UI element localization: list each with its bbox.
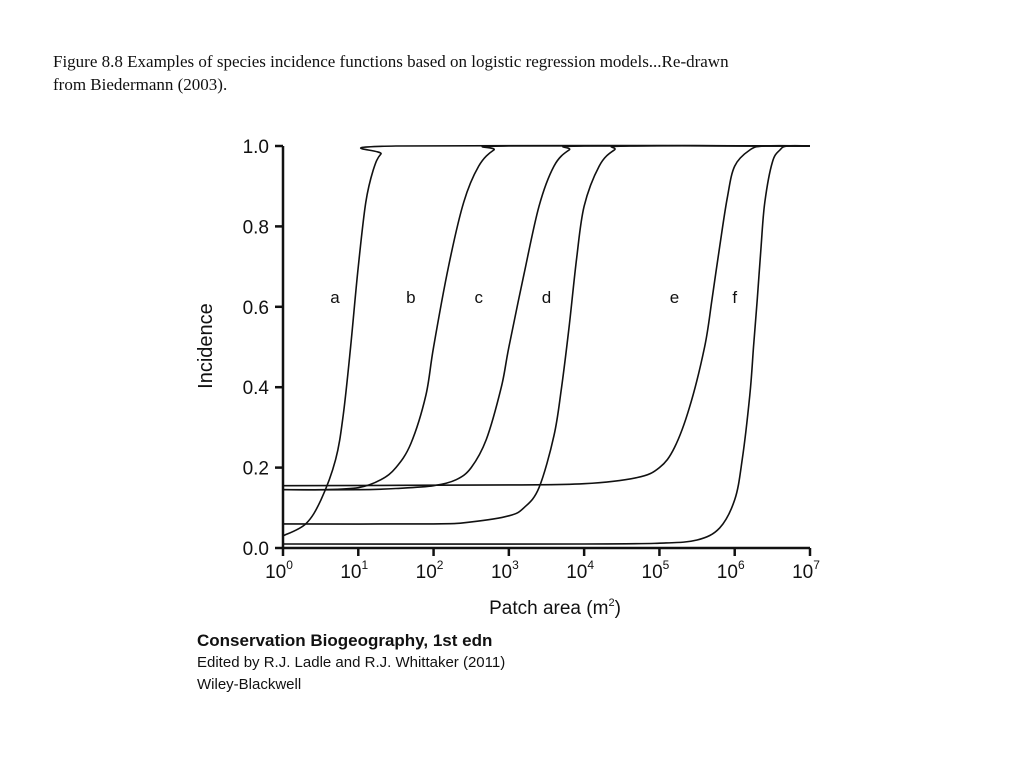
x-tick-base: 10: [491, 562, 512, 583]
y-tick-label: 0.6: [243, 298, 269, 319]
y-tick-label: 0.0: [243, 539, 269, 560]
x-tick-exponent: 0: [286, 558, 293, 572]
series-line-d: [282, 144, 811, 525]
series-line-e: [282, 144, 811, 487]
x-axis-label-suffix: ): [615, 598, 621, 619]
series-line-a: [282, 144, 811, 537]
y-axis-label: Incidence: [195, 303, 217, 389]
x-tick-base: 10: [642, 562, 663, 583]
series-labels: a b c d e f: [330, 288, 737, 307]
x-tick-label: 103: [491, 558, 519, 583]
y-tick-label: 0.8: [243, 217, 269, 238]
x-tick-exponent: 3: [512, 558, 519, 572]
book-credits: Conservation Biogeography, 1st edn Edite…: [197, 630, 505, 696]
y-axis-ticks: 0.0 0.2 0.4 0.6 0.8 1.0: [243, 137, 283, 560]
y-tick-label: 1.0: [243, 137, 269, 158]
figure-caption: Figure 8.8 Examples of species incidence…: [53, 50, 873, 96]
x-tick-exponent: 2: [437, 558, 444, 572]
x-tick-base: 10: [416, 562, 437, 583]
x-axis-ticks: 100 101 102 103 104 105 106 107: [265, 548, 820, 583]
x-tick-label: 105: [642, 558, 670, 583]
x-tick-base: 10: [792, 562, 813, 583]
series-label-e: e: [670, 288, 679, 307]
x-tick-label: 101: [340, 558, 368, 583]
x-tick-base: 10: [340, 562, 361, 583]
x-tick-exponent: 1: [362, 558, 369, 572]
x-tick-label: 102: [416, 558, 444, 583]
series-label-a: a: [330, 288, 340, 307]
series-lines: [282, 144, 811, 545]
x-tick-exponent: 7: [813, 558, 820, 572]
x-tick-label: 100: [265, 558, 293, 583]
series-label-f: f: [732, 288, 737, 307]
x-tick-base: 10: [566, 562, 587, 583]
x-tick-label: 106: [717, 558, 745, 583]
x-tick-label: 107: [792, 558, 820, 583]
x-tick-exponent: 4: [587, 558, 594, 572]
x-axis-label: Patch area (m2): [489, 597, 621, 619]
x-axis-label-text: Patch area (m: [489, 598, 608, 619]
x-tick-exponent: 5: [663, 558, 670, 572]
x-axis-label-superscript: 2: [608, 597, 614, 609]
caption-line-2: from Biedermann (2003).: [53, 75, 228, 94]
x-tick-base: 10: [265, 562, 286, 583]
series-label-b: b: [406, 288, 415, 307]
x-tick-base: 10: [717, 562, 738, 583]
series-line-c: [282, 144, 811, 491]
series-label-c: c: [474, 288, 483, 307]
series-label-d: d: [542, 288, 551, 307]
series-line-b: [282, 144, 811, 491]
y-tick-label: 0.4: [243, 378, 270, 399]
book-editors: Edited by R.J. Ladle and R.J. Whittaker …: [197, 654, 506, 671]
x-tick-label: 104: [566, 558, 594, 583]
book-publisher: Wiley-Blackwell: [197, 676, 302, 693]
y-tick-label: 0.2: [243, 459, 269, 480]
series-line-f: [282, 144, 811, 545]
caption-line-1: Figure 8.8 Examples of species incidence…: [53, 52, 729, 71]
book-title: Conservation Biogeography, 1st edn: [197, 631, 493, 650]
x-tick-exponent: 6: [738, 558, 745, 572]
